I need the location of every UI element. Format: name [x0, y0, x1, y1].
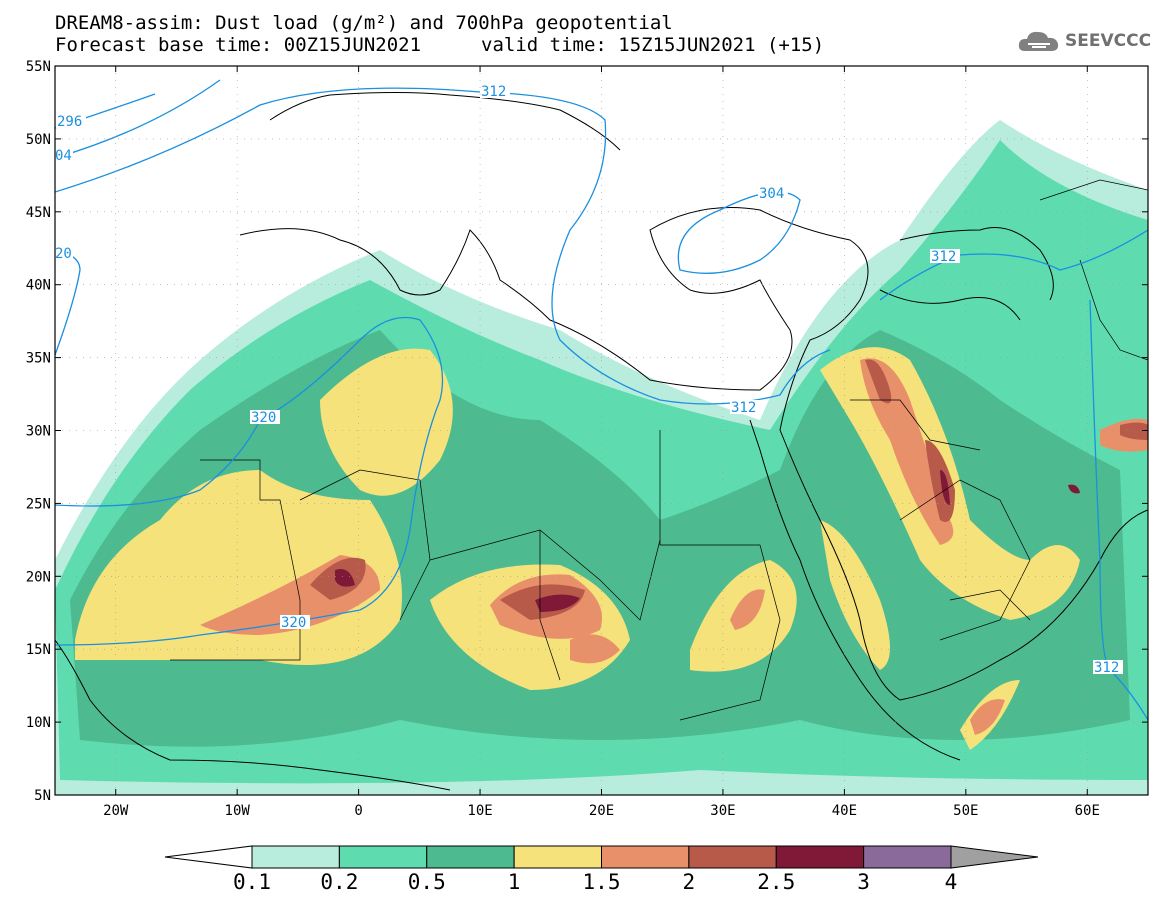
contour-label-20: 20: [55, 246, 72, 262]
lon-label: 50E: [953, 803, 978, 819]
contour-label-304-west: 04: [55, 148, 72, 164]
lat-label: 20N: [26, 569, 51, 585]
lon-label: 10E: [467, 803, 492, 819]
colorbar-label: 0.1: [233, 870, 271, 894]
contour-labels: 296 04 312 320 20 320 312 304 312 312: [55, 84, 1123, 676]
colorbar-over-triangle: [950, 845, 1039, 869]
lat-label: 50N: [26, 132, 51, 148]
lat-label: 10N: [26, 715, 51, 731]
lat-label: 5N: [34, 788, 51, 804]
colorbar-label: 4: [944, 870, 958, 894]
lon-label: 60E: [1075, 803, 1100, 819]
colorbar-swatch: [426, 845, 515, 869]
contour-label-304-blacksea: 304: [759, 186, 784, 202]
contour-312-east: [879, 229, 1148, 301]
colorbar-label: 1.5: [582, 870, 621, 894]
seevccc-logo: SEEVCCC: [1017, 26, 1151, 56]
lat-label: 45N: [26, 205, 51, 221]
valid-time: valid time: 15Z15JUN2021 (+15): [481, 34, 825, 56]
colorbar-swatch: [863, 845, 952, 869]
country-borders: [170, 179, 1148, 721]
cloud-icon: [1018, 31, 1059, 51]
colorbar-label: 2: [682, 870, 696, 894]
colorbar-swatch: [775, 845, 865, 869]
lat-label: 40N: [26, 278, 51, 294]
colorbar-swatch: [338, 845, 428, 869]
colorbar-swatch: [688, 845, 777, 869]
contour-label-320-south: 320: [281, 615, 306, 631]
dust-band-2.5: [535, 594, 580, 612]
contour-320-south: [55, 316, 444, 646]
contour-label-312-north: 312: [481, 84, 506, 100]
colorbar-under-triangle: [164, 845, 253, 869]
contour-label-312-south: 312: [1094, 660, 1119, 676]
colorbar-swatch: [513, 845, 602, 869]
lon-label: 0: [354, 803, 362, 819]
lon-label: 10W: [225, 803, 251, 819]
latitude-axis: 55N 50N 45N 40N 35N 30N 25N 20N 15N 10N 5N: [26, 59, 1148, 804]
graticule: [55, 66, 1148, 795]
colorbar-label: 0.5: [407, 870, 446, 894]
contour-label-296: 296: [57, 114, 82, 130]
lon-label: 30E: [710, 803, 735, 819]
colorbar-label: 2.5: [757, 870, 796, 894]
coastlines: [55, 92, 1148, 791]
lat-label: 30N: [26, 424, 51, 440]
colorbar-label: 3: [857, 870, 870, 894]
logo-text: SEEVCCC: [1065, 31, 1152, 51]
contour-312-south: [1089, 299, 1148, 721]
contour-312-north: [55, 87, 831, 405]
contour-304-blacksea: [677, 191, 801, 274]
contour-label-312-east: 312: [931, 249, 956, 265]
longitude-axis: 20W 10W 0 10E 20E 30E 40E 50E 60E: [103, 66, 1100, 819]
contour-label-312-med: 312: [731, 400, 756, 416]
contour-304: [55, 79, 221, 159]
chart-title: DREAM8-assim: Dust load (g/m²) and 700hP…: [55, 12, 673, 34]
colorbar: [164, 845, 1039, 869]
colorbar-swatch: [601, 845, 690, 869]
lon-label: 20W: [103, 803, 129, 819]
lon-label: 40E: [832, 803, 857, 819]
colorbar-label: 1: [507, 870, 521, 894]
colorbar-label: 0.2: [320, 870, 359, 894]
colorbar-swatch: [251, 845, 340, 869]
lat-label: 15N: [26, 642, 51, 658]
lat-label: 55N: [26, 59, 51, 75]
lat-label: 25N: [26, 496, 51, 512]
lat-label: 35N: [26, 351, 51, 367]
lon-label: 20E: [589, 803, 614, 819]
forecast-base-time: Forecast base time: 00Z15JUN2021: [55, 34, 422, 56]
contour-label-320-west: 320: [251, 410, 276, 426]
